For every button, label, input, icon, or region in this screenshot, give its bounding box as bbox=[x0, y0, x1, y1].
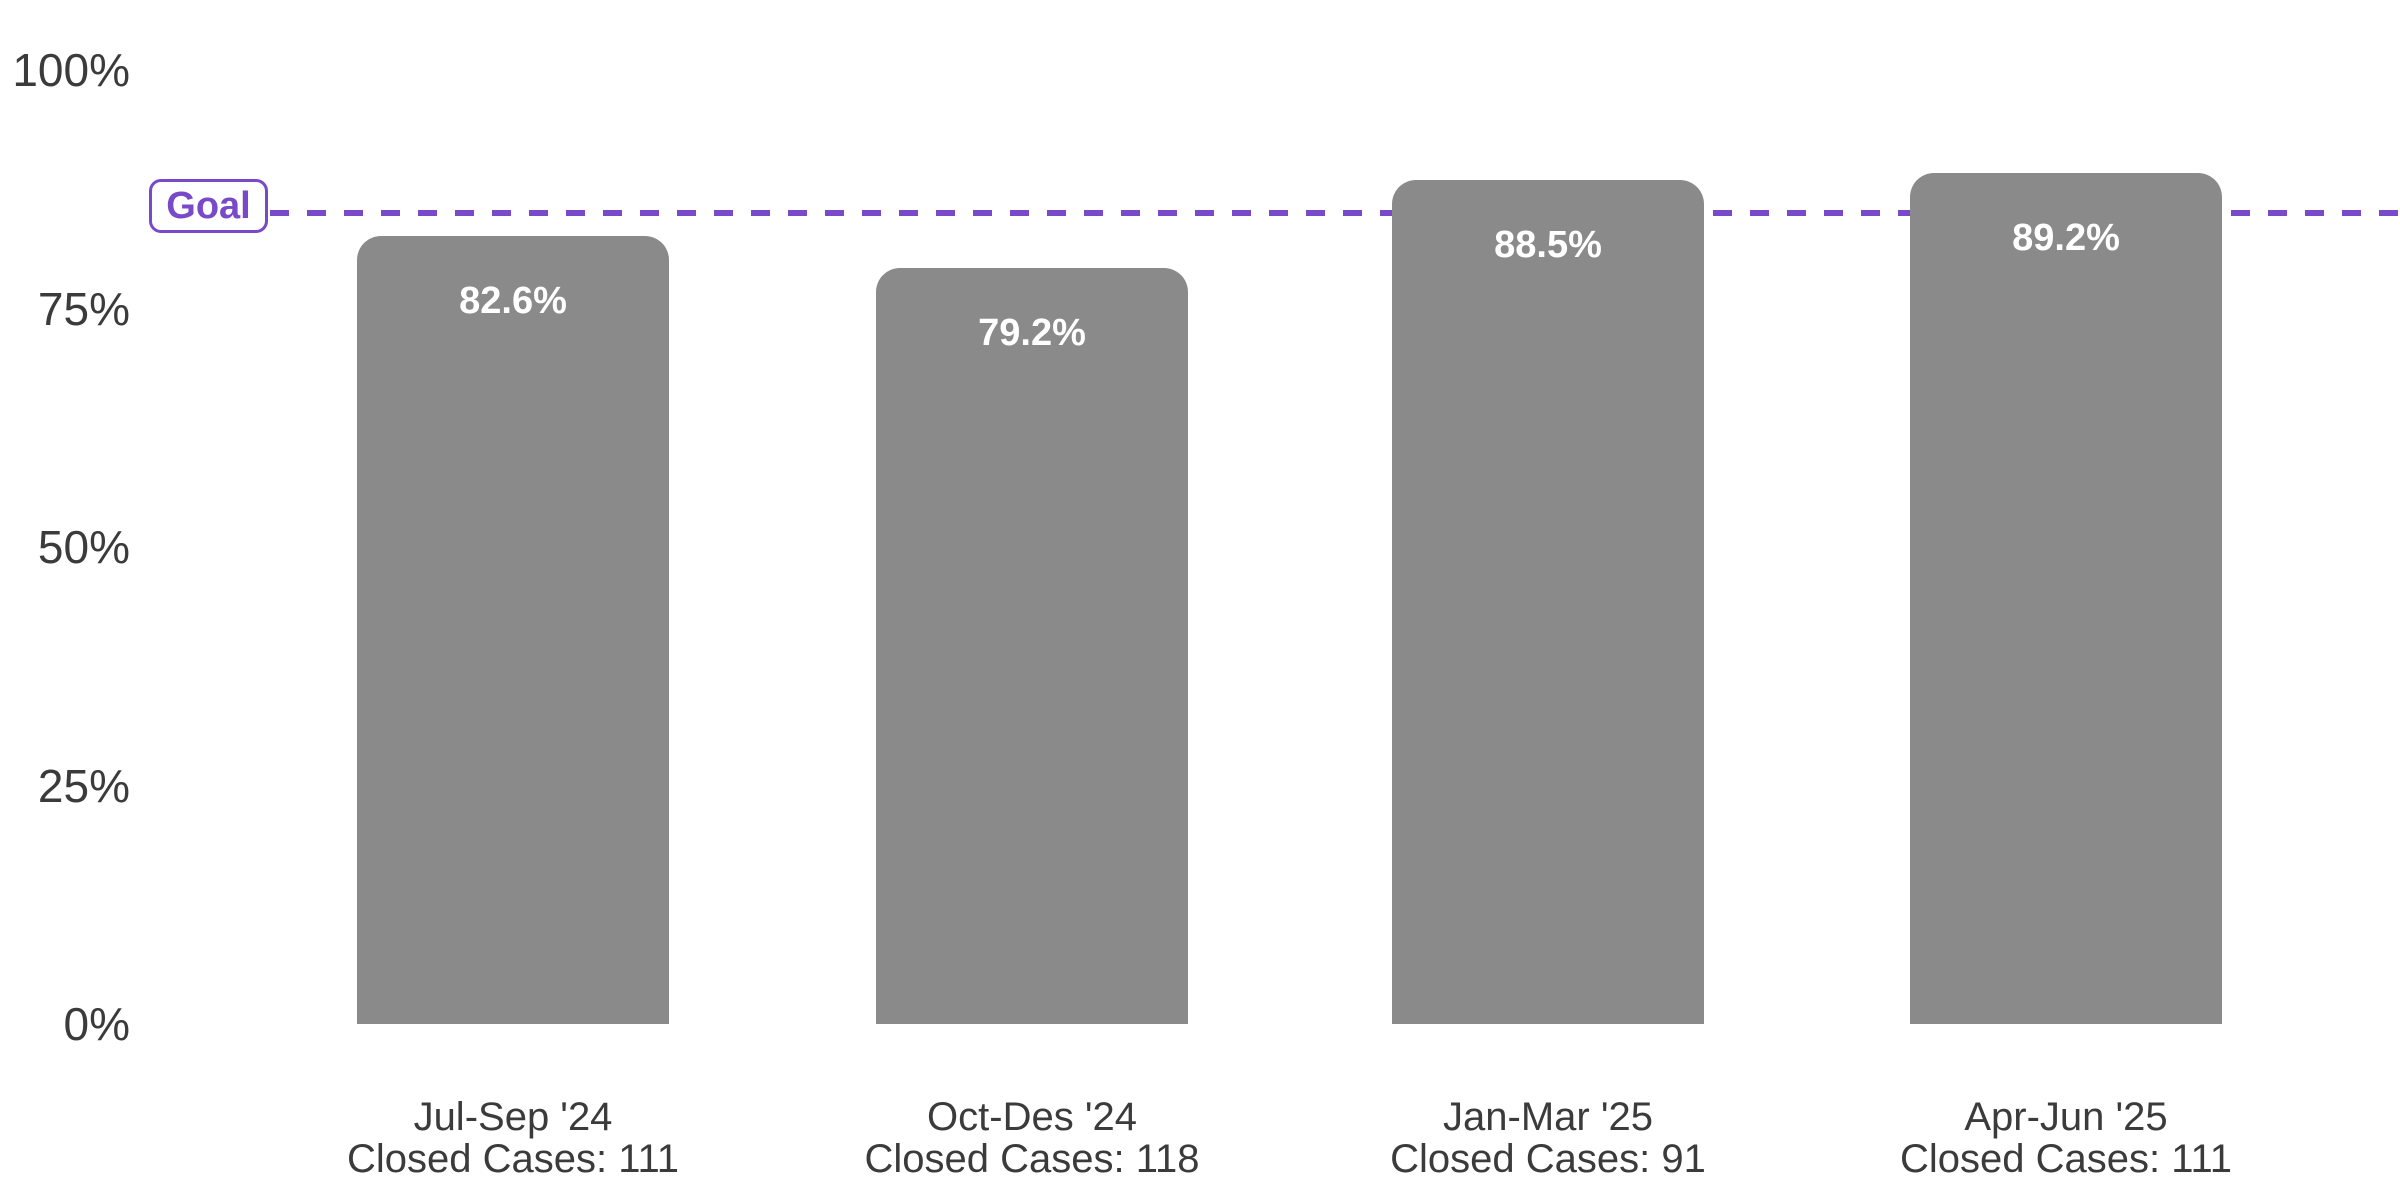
x-axis-period: Jan-Mar '25 bbox=[1443, 1095, 1653, 1139]
x-axis-label-oct-des-24: Oct-Des '24 Closed Cases: 118 bbox=[772, 1096, 1292, 1180]
x-axis-closed-cases: Closed Cases: 111 bbox=[346, 1137, 680, 1181]
y-axis-tick-75: 75% bbox=[37, 283, 130, 335]
x-axis-closed-cases: Closed Cases: 118 bbox=[864, 1137, 1200, 1181]
x-axis-closed-cases: Closed Cases: 111 bbox=[1899, 1137, 2233, 1181]
y-axis-tick-0: 0% bbox=[63, 998, 130, 1050]
bar-value-label: 89.2% bbox=[2012, 217, 2120, 259]
bar-jul-sep-24[interactable]: 82.6% bbox=[357, 236, 669, 1024]
bar-value-label: 88.5% bbox=[1494, 224, 1602, 266]
x-axis-closed-cases: Closed Cases: 91 bbox=[1390, 1137, 1706, 1181]
y-axis-tick-50: 50% bbox=[37, 521, 130, 573]
x-axis-label-jan-mar-25: Jan-Mar '25 Closed Cases: 91 bbox=[1288, 1096, 1808, 1180]
x-axis-period: Oct-Des '24 bbox=[927, 1095, 1137, 1139]
goal-label: Goal bbox=[149, 179, 268, 233]
bar-value-label: 82.6% bbox=[459, 280, 567, 322]
x-axis-label-jul-sep-24: Jul-Sep '24 Closed Cases: 111 bbox=[253, 1096, 773, 1180]
bar-oct-des-24[interactable]: 79.2% bbox=[876, 268, 1188, 1024]
y-axis-tick-25: 25% bbox=[37, 760, 130, 812]
goal-label-text: Goal bbox=[166, 184, 251, 227]
bar-apr-jun-25[interactable]: 89.2% bbox=[1910, 173, 2222, 1024]
x-axis-period: Apr-Jun '25 bbox=[1964, 1095, 2168, 1139]
y-axis-tick-100: 100% bbox=[12, 44, 130, 96]
x-axis-period: Jul-Sep '24 bbox=[413, 1095, 613, 1139]
bar-value-label: 79.2% bbox=[978, 312, 1086, 354]
x-axis-label-apr-jun-25: Apr-Jun '25 Closed Cases: 111 bbox=[1806, 1096, 2326, 1180]
goal-line bbox=[270, 210, 2400, 216]
bar-jan-mar-25[interactable]: 88.5% bbox=[1392, 180, 1704, 1024]
